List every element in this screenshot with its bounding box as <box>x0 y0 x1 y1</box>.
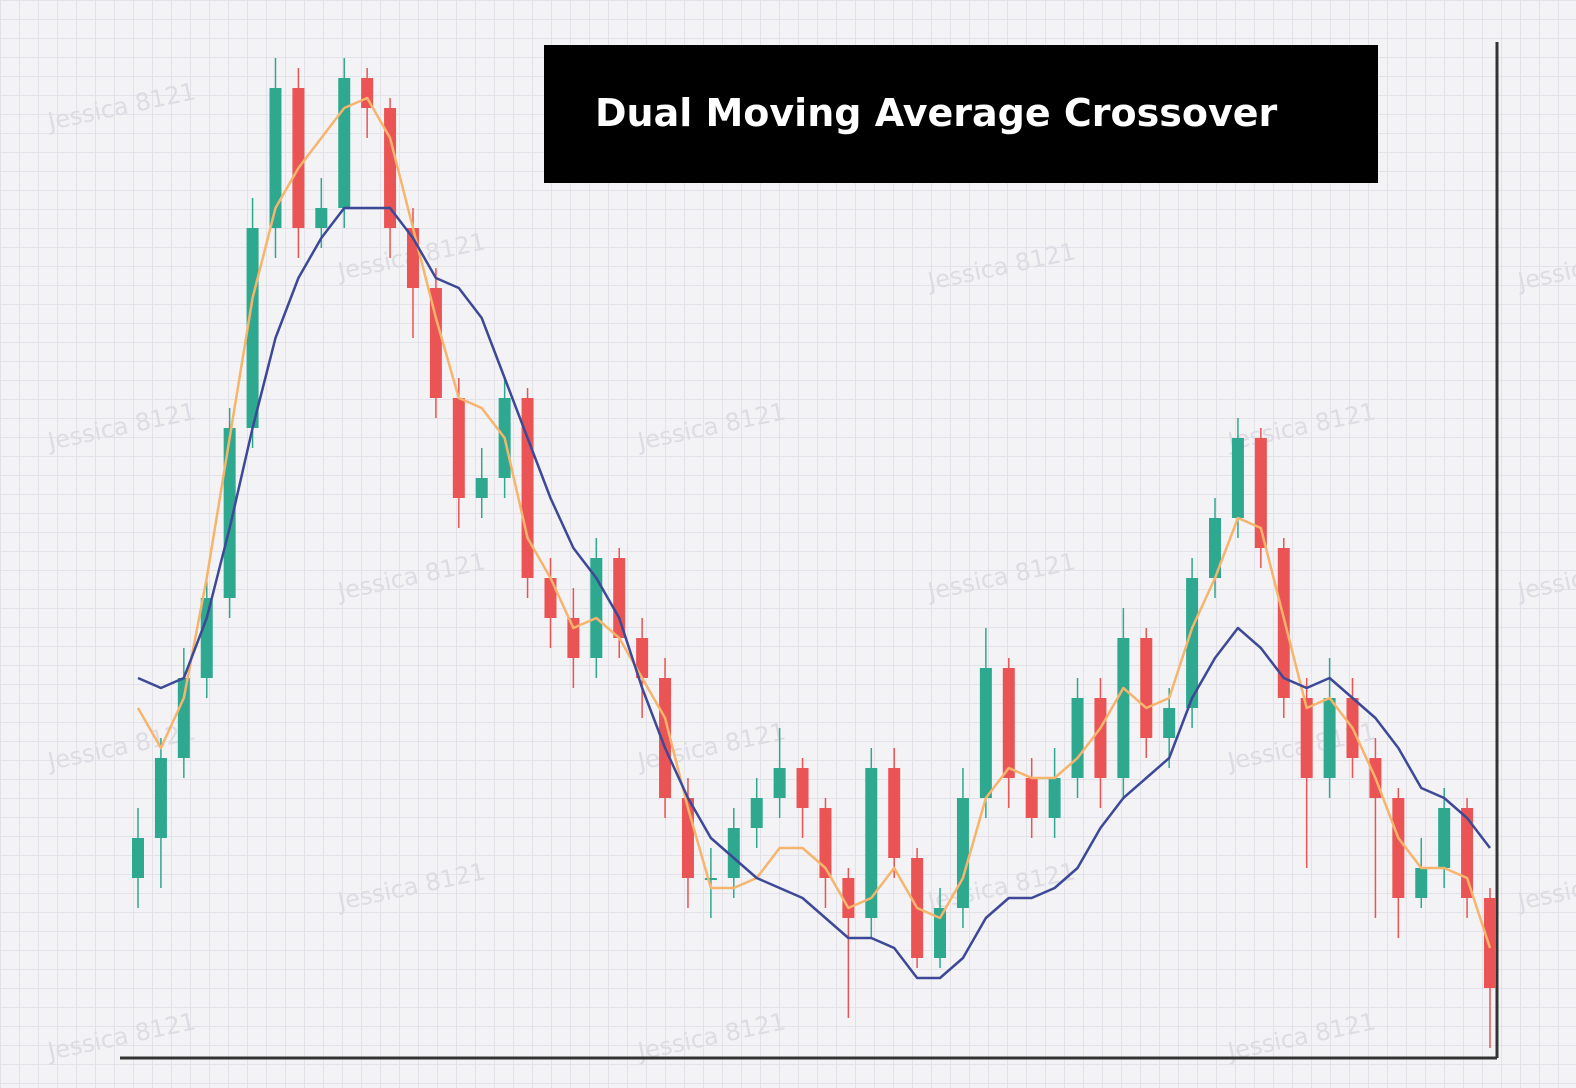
candle-body <box>613 558 626 638</box>
watermark: Jessica 8121 <box>1223 397 1378 456</box>
moving-average-line <box>137 206 1491 980</box>
candle-body <box>567 618 580 658</box>
candle-body <box>1392 798 1405 898</box>
candle-body <box>132 838 144 878</box>
candle-body <box>452 398 465 498</box>
candle-body <box>1300 698 1313 778</box>
candle-body <box>1186 578 1199 708</box>
candle-body <box>384 108 397 228</box>
candle-body <box>338 78 351 208</box>
candle-body <box>177 678 190 758</box>
watermark: Jessica 8121 <box>633 397 788 456</box>
candle-body <box>1117 638 1130 778</box>
candle-body <box>819 808 832 878</box>
watermark: Jessica 8121 <box>43 717 198 776</box>
candle-body <box>223 428 236 598</box>
candle-body <box>1254 438 1267 548</box>
watermark: Jessica 8121 <box>333 547 488 606</box>
candle-body <box>796 768 809 808</box>
candle-body <box>154 758 167 838</box>
title-box <box>544 45 1378 183</box>
candle-body <box>1048 778 1061 818</box>
candle-body <box>934 908 947 958</box>
candle-body <box>246 228 259 428</box>
candle-body <box>475 478 488 498</box>
candle-body <box>1071 698 1084 778</box>
candle-body <box>773 768 786 798</box>
candle-body <box>956 798 969 908</box>
watermark: Jessica 8121 <box>333 857 488 916</box>
watermark: Jessica 8121 <box>43 77 198 136</box>
candle-body <box>315 208 328 228</box>
candle-body <box>1094 698 1107 778</box>
watermark: Jessica 8121 <box>1513 237 1576 296</box>
candle-body <box>1209 518 1222 578</box>
candle-body <box>888 768 901 858</box>
candle-body <box>1323 698 1336 778</box>
candle-body <box>636 638 649 678</box>
candle-body <box>1231 438 1244 518</box>
candle-body <box>842 878 855 918</box>
candle-body <box>659 678 672 798</box>
candle-body <box>200 598 213 678</box>
plot <box>132 58 1496 1048</box>
watermark: Jessica 8121 <box>43 397 198 456</box>
chart-title: Dual Moving Average Crossover <box>595 91 1277 135</box>
candle-body <box>1415 868 1428 898</box>
moving-average-line <box>136 96 1492 949</box>
candle-body <box>1438 808 1451 868</box>
watermark: Jessica 8121 <box>1513 547 1576 606</box>
candle-body <box>1163 708 1176 738</box>
candle-body <box>1002 668 1015 778</box>
candle-body <box>750 798 763 828</box>
candle-body <box>704 878 717 880</box>
watermark: Jessica 8121 <box>923 237 1078 296</box>
candle-body <box>544 578 557 618</box>
watermark: Jessica 8121 <box>1513 857 1576 916</box>
candle-body <box>865 768 878 918</box>
candle-body <box>429 288 442 398</box>
watermark: Jessica 8121 <box>923 547 1078 606</box>
candle-body <box>1025 778 1038 818</box>
candle-body <box>979 668 992 798</box>
candle-body <box>1484 898 1496 988</box>
candle-body <box>1140 638 1153 738</box>
candle-body <box>292 88 305 228</box>
candle-body <box>727 828 740 878</box>
candle-body <box>269 88 282 228</box>
